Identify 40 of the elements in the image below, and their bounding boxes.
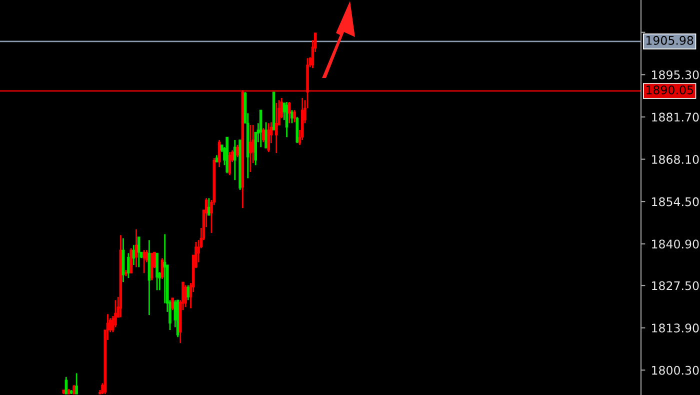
- candlestick: [208, 197, 210, 216]
- candlestick: [130, 248, 132, 274]
- candlestick: [134, 228, 138, 268]
- candlestick: [267, 122, 270, 153]
- candlestick: [142, 249, 146, 274]
- candlestick: [160, 257, 164, 280]
- y-tick-label: 1854.50: [652, 197, 699, 206]
- candlestick: [259, 109, 262, 148]
- candlestick: [156, 252, 158, 291]
- candlestick: [290, 109, 294, 124]
- candlestick: [184, 284, 187, 308]
- y-tick-label: 1800.30: [652, 366, 699, 375]
- candlestick: [163, 234, 166, 304]
- y-tick-label: 1881.70: [652, 112, 699, 122]
- ref-line-label: 1890.05: [646, 85, 693, 94]
- candlestick: [64, 376, 68, 395]
- y-tick-label: 1813.90: [652, 324, 699, 332]
- y-tick-label: 1827.50: [652, 281, 699, 290]
- candlestick: [186, 284, 190, 301]
- ref-line-label: 1905.98: [646, 36, 694, 45]
- y-tick-label: 1868.10: [652, 154, 699, 164]
- candlestick: [218, 139, 221, 168]
- candlestick: [127, 252, 130, 279]
- candlestick: [296, 116, 299, 144]
- y-tick-label: 1840.90: [652, 240, 699, 248]
- candlestick: [293, 109, 296, 123]
- candlestick: [132, 244, 136, 266]
- y-tick-label: 1895.30: [652, 70, 699, 80]
- candlestick: [262, 127, 265, 143]
- candlestick: [288, 101, 291, 124]
- candlestick: [75, 372, 78, 395]
- candlestick: [249, 124, 252, 173]
- candlestick: [114, 299, 117, 328]
- candlestick: [171, 297, 174, 311]
- candlestick: [137, 236, 140, 268]
- candlestick: [274, 102, 278, 154]
- candlestick: [264, 122, 268, 149]
- candlestick: [285, 101, 288, 138]
- candlestick: [72, 384, 76, 395]
- candlestick: [228, 151, 232, 176]
